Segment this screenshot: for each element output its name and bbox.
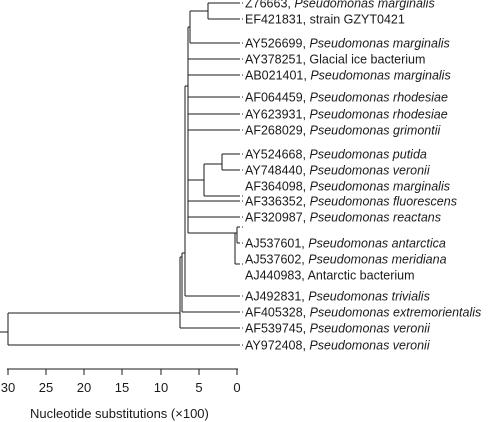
leaf-label: AF364098, Pseudomonas marginalis [245, 180, 450, 194]
leaf-taxon: Antarctic bacterium [308, 269, 415, 283]
leaf-taxon: Pseudomonas marginalis [294, 0, 434, 11]
leaf-label: AF336352, Pseudomonas fluorescens [245, 195, 457, 209]
leaf-label: AY526699, Pseudomonas marginalis [245, 37, 450, 51]
leaf-taxon: Pseudomonas trivialis [308, 290, 430, 304]
leaf-accession: AJ537602, [245, 253, 308, 267]
leaf-accession: AF405328, [245, 306, 310, 320]
leaf-label: AJ537602, Pseudomonas meridiana [245, 253, 447, 267]
axis-ticks: 30 25 20 15 10 5 0 [1, 369, 241, 395]
axis-tick-label: 15 [115, 380, 129, 395]
leaf-accession: AF268029, [245, 124, 310, 138]
leaf-taxon: strain GZYT0421 [310, 13, 405, 27]
leaf-label: AJ492831, Pseudomonas trivialis [245, 290, 430, 304]
axis-tick-label: 5 [195, 380, 202, 395]
leaf-taxon: Pseudomonas marginalis [310, 69, 450, 83]
leaf-taxon: Pseudomonas veronii [309, 339, 430, 353]
leaf-accession: AF064459, [245, 91, 310, 105]
leaf-taxon: Pseudomonas extremorientalis [310, 306, 482, 320]
leaf-accession: Z76663, [245, 0, 294, 11]
leaf-taxon: Pseudomonas marginalis [309, 37, 449, 51]
leaf-label: AY378251, Glacial ice bacterium [245, 53, 425, 67]
leaf-label: AY524668, Pseudomonas putida [245, 148, 427, 162]
leaf-accession: AY524668, [245, 148, 309, 162]
leaf-label: AJ537601, Pseudomonas antarctica [245, 237, 446, 251]
leaf-label: EF421831, strain GZYT0421 [245, 13, 405, 27]
leaf-taxon: Pseudomonas antarctica [308, 237, 446, 251]
leaf-label: AB021401, Pseudomonas marginalis [245, 69, 451, 83]
axis-tick-label: 10 [154, 380, 168, 395]
leaf-accession: AY378251, [245, 53, 309, 67]
leaf-label: AJ440983, Antarctic bacterium [245, 269, 415, 283]
leaf-taxon: Glacial ice bacterium [309, 53, 425, 67]
axis-tick-label: 30 [1, 380, 15, 395]
leaf-label: AF268029, Pseudomonas grimontii [245, 124, 441, 138]
leaf-accession: AF336352, [245, 195, 310, 209]
leaf-taxon: Pseudomonas rhodesiae [309, 108, 447, 122]
leaf-accession: AF539745, [245, 322, 310, 336]
label-leader-lines [238, 2, 243, 346]
distance-axis: 30 25 20 15 10 5 0 Nucleotide substitutions (×… [1, 368, 241, 421]
leaf-taxon: Pseudomonas putida [309, 148, 426, 162]
leaf-taxon: Pseudomonas fluorescens [310, 195, 457, 209]
leaf-label: Z76663, Pseudomonas marginalis [245, 0, 435, 11]
leaf-label: AF320987, Pseudomonas reactans [245, 211, 441, 225]
leaf-label: AY972408, Pseudomonas veronii [245, 339, 431, 353]
leaf-taxon: Pseudomonas rhodesiae [310, 91, 448, 105]
leaf-taxon: Pseudomonas veronii [309, 164, 430, 178]
axis-title: Nucleotide substitutions (×100) [30, 406, 209, 421]
leaf-label: AY623931, Pseudomonas rhodesiae [245, 108, 448, 122]
leaf-accession: AJ537601, [245, 237, 308, 251]
leaf-accession: AY748440, [245, 164, 309, 178]
leaf-label: AF064459, Pseudomonas rhodesiae [245, 91, 448, 105]
leaf-taxon: Pseudomonas meridiana [308, 253, 446, 267]
leaf-accession: AF364098, [245, 180, 310, 194]
leaf-accession: AJ440983, [245, 269, 308, 283]
leaf-taxon: Pseudomonas veronii [310, 322, 431, 336]
leaf-label: AY748440, Pseudomonas veronii [245, 164, 431, 178]
axis-tick-label: 20 [77, 380, 91, 395]
leaf-accession: AF320987, [245, 211, 310, 225]
leaf-label: AF539745, Pseudomonas veronii [245, 322, 431, 336]
leaf-taxon: Pseudomonas grimontii [310, 124, 442, 138]
axis-tick-label: 25 [39, 380, 53, 395]
leaf-accession: EF421831, [245, 13, 310, 27]
leaf-accession: AY972408, [245, 339, 309, 353]
leaf-accession: AY526699, [245, 37, 309, 51]
leaf-taxon: Pseudomonas reactans [310, 211, 441, 225]
leaf-accession: AJ492831, [245, 290, 308, 304]
leaf-label: AF405328, Pseudomonas extremorientalis [245, 306, 481, 320]
leaf-labels: Z76663, Pseudomonas marginalis EF421831, … [245, 0, 481, 353]
axis-tick-label: 0 [233, 380, 240, 395]
tree-branches [0, 2, 238, 346]
leaf-taxon: Pseudomonas marginalis [310, 180, 450, 194]
leaf-accession: AY623931, [245, 108, 309, 122]
leaf-accession: AB021401, [245, 69, 310, 83]
